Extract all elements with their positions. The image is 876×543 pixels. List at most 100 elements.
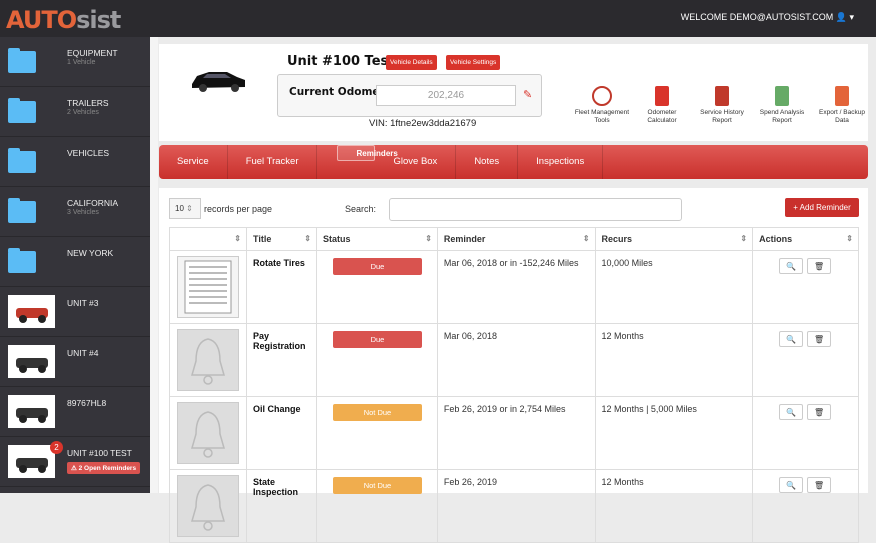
table-row: Rotate Tires Due Mar 06, 2018 or in -152… — [169, 250, 859, 324]
tab-glove-box[interactable]: Glove Box — [375, 145, 457, 179]
view-button[interactable]: 🔍 — [779, 404, 804, 420]
sidebar-item-label: VEHICLES — [67, 148, 110, 158]
reminder-title: Rotate Tires — [246, 250, 317, 324]
recurs-value: 12 Months — [594, 469, 754, 543]
sidebar-item-label: 89767HL8 — [67, 398, 107, 408]
service-history-icon — [715, 86, 729, 106]
status-badge: Due — [332, 331, 422, 348]
document-thumbnail — [177, 256, 239, 318]
reminder-date: Mar 06, 2018 or in -152,246 Miles — [436, 250, 596, 324]
sidebar-item[interactable]: EQUIPMENT 1 Vehicle — [0, 37, 150, 87]
column-header[interactable]: Actions ⇕ — [752, 227, 859, 251]
tool-button[interactable]: Service History Report — [687, 86, 757, 125]
reminders-table: ⇕ Title ⇕ Status ⇕ Reminder ⇕ Recurs ⇕ Actions ⇕ R… — [169, 227, 859, 543]
sidebar-item-count: 3 Vehicles — [67, 209, 99, 216]
add-reminder-button[interactable]: + Add Reminder — [785, 198, 859, 217]
column-header[interactable]: Recurs ⇕ — [594, 227, 754, 251]
sort-icon[interactable]: ⇕ — [234, 234, 241, 243]
sort-icon[interactable]: ⇕ — [304, 234, 311, 243]
status-badge: Not Due — [332, 404, 422, 421]
sort-icon[interactable]: ⇕ — [846, 234, 853, 243]
delete-button[interactable]: 🗑 — [807, 477, 832, 493]
calculator-icon — [655, 86, 669, 106]
car-thumbnail — [8, 445, 55, 478]
vehicle-settings-button[interactable]: Vehicle Settings — [446, 55, 501, 70]
view-button[interactable]: 🔍 — [779, 258, 804, 274]
view-button[interactable]: 🔍 — [779, 331, 804, 347]
vehicle-details-button[interactable]: Vehicle Details — [386, 55, 437, 70]
sort-icon[interactable]: ⇕ — [740, 234, 748, 243]
sidebar: EQUIPMENT 1 Vehicle TRAILERS 2 Vehicles VEHI… — [0, 37, 150, 493]
sidebar-item-label: UNIT #4 — [67, 348, 99, 358]
sidebar-item[interactable]: 89767HL8 — [0, 387, 150, 437]
tractor-thumbnail — [8, 295, 55, 328]
tab-bar: Service Fuel Tracker Reminders Glove Box Not… — [159, 145, 868, 179]
reminder-date: Feb 26, 2019 — [436, 469, 596, 543]
tool-button[interactable]: Odometer Calculator — [627, 86, 697, 125]
trash-icon: 🗑 — [814, 335, 825, 344]
folder-icon — [8, 148, 36, 173]
sort-icon[interactable]: ⇕ — [582, 234, 590, 243]
spend-analysis-icon — [775, 86, 789, 106]
folder-icon — [8, 248, 36, 273]
trash-icon: 🗑 — [814, 262, 825, 271]
column-header[interactable]: ⇕ — [169, 227, 247, 251]
sidebar-item-label: UNIT #3 — [67, 298, 99, 308]
table-row: State Inspection Not Due Feb 26, 2019 12… — [169, 469, 859, 543]
open-reminders-badge: ⚠ 2 Open Reminders — [67, 462, 141, 474]
table-row: Pay Registration Due Mar 06, 2018 12 Mon… — [169, 323, 859, 397]
odometer-input[interactable]: 202,246 — [376, 85, 516, 106]
tool-button[interactable]: Fleet Management Tools — [567, 86, 637, 125]
sidebar-item-label: TRAILERS — [67, 98, 109, 108]
tab-fuel-tracker[interactable]: Fuel Tracker — [228, 145, 318, 179]
delete-button[interactable]: 🗑 — [807, 331, 832, 347]
user-menu[interactable]: WELCOME DEMO@AUTOSIST.COM 👤 ▾ — [680, 12, 854, 22]
search-input[interactable] — [389, 198, 682, 221]
odometer-box: Current Odometer 202,246 ✎ — [277, 74, 542, 117]
sidebar-item[interactable]: CALIFORNIA 3 Vehicles — [0, 187, 150, 237]
tab-reminders[interactable]: Reminders — [337, 145, 398, 161]
sidebar-item[interactable]: UNIT #100 TEST 2 ⚠ 2 Open Reminders — [0, 437, 150, 487]
search-icon: 🔍 — [786, 408, 797, 417]
sidebar-item-count: 2 Vehicles — [67, 109, 99, 116]
bell-icon — [177, 402, 239, 464]
sidebar-item[interactable]: UNIT #3 — [0, 287, 150, 337]
tab-service[interactable]: Service — [159, 145, 228, 179]
unit-title: Unit #100 Test — [287, 54, 395, 69]
search-label: Search: — [345, 204, 377, 214]
folder-icon — [8, 48, 36, 73]
tab-inspections[interactable]: Inspections — [518, 145, 604, 179]
sort-icon[interactable]: ⇕ — [425, 234, 432, 243]
recurs-value: 12 Months — [594, 323, 754, 397]
tool-button[interactable]: Export / Backup Data — [807, 86, 876, 125]
top-bar: AUTOsist WELCOME DEMO@AUTOSIST.COM 👤 ▾ — [0, 0, 876, 37]
column-header[interactable]: Status ⇕ — [315, 227, 438, 251]
bell-icon — [177, 329, 239, 391]
sidebar-item[interactable]: TRAILERS 2 Vehicles — [0, 87, 150, 137]
sidebar-item-label: UNIT #100 TEST — [67, 448, 132, 458]
sidebar-item[interactable]: VEHICLES — [0, 137, 150, 187]
autosist-logo[interactable]: AUTOsist — [6, 6, 121, 34]
trash-icon: 🗑 — [814, 481, 825, 490]
page-size-select[interactable]: 10 ⇕ — [169, 198, 201, 219]
reminder-date: Mar 06, 2018 — [436, 323, 596, 397]
delete-button[interactable]: 🗑 — [807, 404, 832, 420]
column-header[interactable]: Title ⇕ — [246, 227, 317, 251]
tool-button[interactable]: Spend Analysis Report — [747, 86, 817, 125]
view-button[interactable]: 🔍 — [779, 477, 804, 493]
pencil-icon[interactable]: ✎ — [523, 89, 533, 101]
search-icon: 🔍 — [786, 262, 797, 271]
column-header[interactable]: Reminder ⇕ — [436, 227, 596, 251]
sidebar-item-label: NEW YORK — [67, 248, 114, 258]
sidebar-item-count: 1 Vehicle — [67, 59, 96, 66]
sidebar-item-label: CALIFORNIA — [67, 198, 119, 208]
status-badge: Not Due — [332, 477, 422, 494]
sidebar-scrollbar[interactable] — [150, 37, 158, 493]
reminder-title: State Inspection — [246, 469, 317, 543]
tab-notes[interactable]: Notes — [456, 145, 519, 179]
sidebar-item[interactable]: UNIT #4 — [0, 337, 150, 387]
vin: VIN: 1ftne2ew3dda21679 — [369, 118, 477, 129]
delete-button[interactable]: 🗑 — [807, 258, 832, 274]
sidebar-item[interactable]: NEW YORK — [0, 237, 150, 287]
export-icon — [835, 86, 849, 106]
